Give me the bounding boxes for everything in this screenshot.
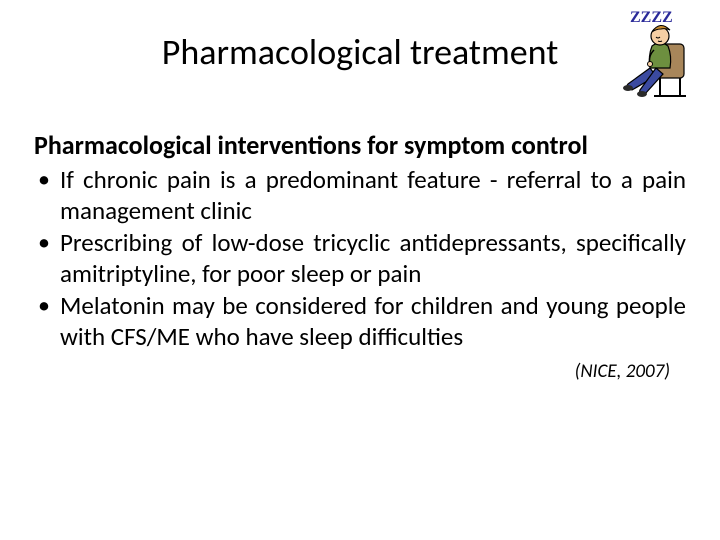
body-block: Pharmacological interventions for sympto… bbox=[34, 130, 686, 354]
bullet-item: If chronic pain is a predominant feature… bbox=[34, 165, 686, 226]
zzz-text-svg: ZZZZ bbox=[630, 9, 673, 26]
citation: (NICE, 2007) bbox=[575, 360, 670, 383]
slide: Pharmacological treatment ZZZZ bbox=[0, 0, 720, 540]
bullet-item: Prescribing of low-dose tricyclic antide… bbox=[34, 228, 686, 289]
slide-title: Pharmacological treatment bbox=[162, 30, 559, 74]
subheading: Pharmacological interventions for sympto… bbox=[34, 130, 686, 161]
sleeping-person-icon: ZZZZ bbox=[598, 6, 698, 106]
bullet-item: Melatonin may be considered for children… bbox=[34, 291, 686, 352]
bullet-list: If chronic pain is a predominant feature… bbox=[34, 165, 686, 352]
